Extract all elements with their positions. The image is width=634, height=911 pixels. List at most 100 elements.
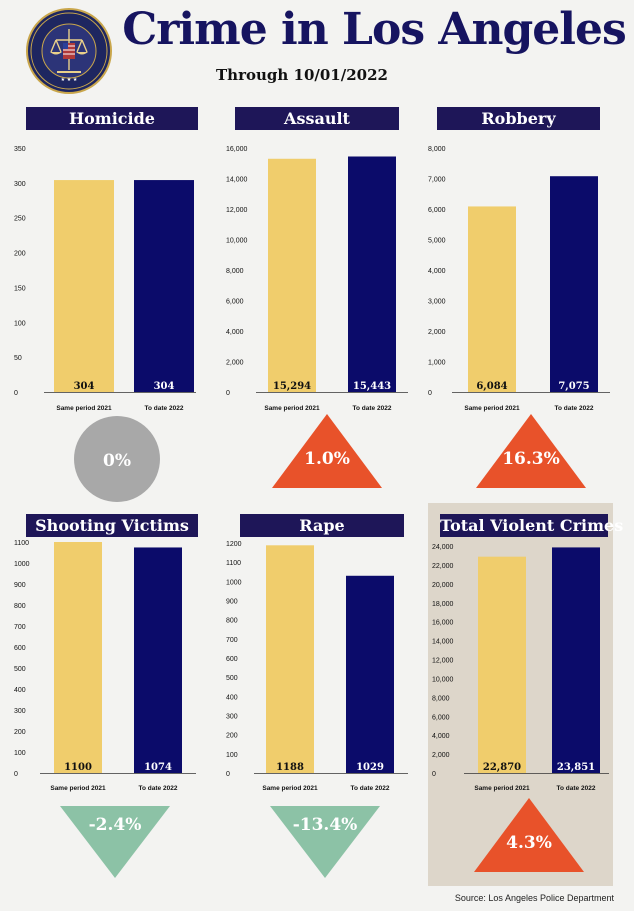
bar-value-label: 1074 (144, 762, 172, 773)
y-tick-label: 300 (226, 714, 238, 721)
y-tick-label: 100 (14, 320, 26, 327)
y-tick-label: 200 (14, 251, 26, 258)
lapd-seal-logo: ★ ★ ★ (26, 8, 112, 94)
change-svg-shooting-victims: -2.4% (60, 806, 170, 878)
x-category-label: To date 2022 (145, 405, 184, 412)
y-tick-label: 1200 (226, 541, 242, 548)
y-tick-label: 8,000 (226, 268, 244, 275)
y-tick-label: 8,000 (428, 146, 446, 153)
bar-same-period-2021 (54, 542, 102, 773)
y-tick-label: 4,000 (226, 329, 244, 336)
chart-svg-assault: 0 2,000 4,000 6,000 8,000 10,000 12,000 14,000 1… (226, 146, 408, 412)
y-tick-label: 4,000 (428, 268, 446, 275)
y-tick-label: 0 (226, 390, 230, 397)
bar-value-label: 1100 (64, 762, 92, 773)
x-category-label: To date 2022 (353, 405, 392, 412)
bar-same-period-2021 (268, 158, 316, 392)
change-svg-assault: 1.0% (272, 414, 382, 488)
y-tick-label: 18,000 (432, 601, 454, 608)
panel-title-rape: Rape (240, 514, 404, 537)
bar-to-date-2022 (134, 180, 194, 392)
y-tick-label: 6,000 (432, 714, 450, 721)
panel-title-robbery: Robbery (437, 107, 600, 130)
chart-homicide: 0 50 100 150 200 250 300 350 304 Same period 2021… (10, 140, 200, 415)
change-svg-total-violent-crimes: 4.3% (474, 798, 584, 872)
bar-to-date-2022 (346, 575, 394, 773)
x-category-label: To date 2022 (557, 785, 596, 792)
chart-svg-robbery: 0 1,000 2,000 3,000 4,000 5,000 6,000 7,000 8,00… (428, 146, 610, 412)
y-tick-label: 1000 (14, 561, 30, 568)
y-tick-label: 0 (432, 771, 436, 778)
bar-value-label: 1029 (356, 762, 384, 773)
change-badge-assault: 1.0% (270, 412, 384, 490)
y-tick-label: 600 (226, 656, 238, 663)
y-tick-label: 5,000 (428, 238, 446, 245)
y-tick-label: 0 (428, 390, 432, 397)
y-tick-label: 500 (14, 666, 26, 673)
y-tick-label: 2,000 (432, 752, 450, 759)
decrease-triangle-icon (270, 806, 380, 878)
y-tick-label: 600 (14, 645, 26, 652)
y-tick-label: 250 (14, 216, 26, 223)
chart-svg-shooting-victims: 0 100 200 300 400 500 600 700 800 900 1000 1100 1100… (14, 540, 196, 792)
y-tick-label: 8,000 (432, 695, 450, 702)
y-tick-label: 14,000 (226, 177, 248, 184)
y-tick-label: 12,000 (226, 207, 248, 214)
source-credit: Source: Los Angeles Police Department (454, 893, 614, 903)
chart-svg-total-violent-crimes: 0 2,000 4,000 6,000 8,000 10,000 12,000 14,000 1… (432, 544, 609, 792)
y-tick-label: 2,000 (226, 360, 244, 367)
y-tick-label: 300 (14, 708, 26, 715)
y-tick-label: 500 (226, 675, 238, 682)
y-tick-label: 20,000 (432, 582, 454, 589)
panel-title-assault: Assault (235, 107, 399, 130)
chart-assault: 0 2,000 4,000 6,000 8,000 10,000 12,000 14,000 1… (222, 140, 412, 415)
chart-rape: 0 100 200 300 400 500 600 700 800 900 1000 1100 1200… (222, 536, 412, 792)
x-category-label: Same period 2021 (50, 785, 106, 792)
y-tick-label: 0 (14, 390, 18, 397)
y-tick-label: 400 (226, 694, 238, 701)
increase-triangle-icon (272, 414, 382, 488)
y-tick-label: 1,000 (428, 360, 446, 367)
y-tick-label: 6,000 (428, 207, 446, 214)
x-category-label: To date 2022 (139, 785, 178, 792)
x-category-label: Same period 2021 (56, 405, 112, 412)
bar-same-period-2021 (478, 556, 526, 773)
y-tick-label: 7,000 (428, 177, 446, 184)
change-svg-rape: -13.4% (270, 806, 380, 878)
bar-value-label: 6,084 (476, 381, 507, 392)
change-svg-robbery: 16.3% (476, 414, 586, 488)
change-percent-label: 1.0% (304, 449, 350, 469)
y-tick-label: 700 (226, 637, 238, 644)
bar-to-date-2022 (552, 547, 600, 773)
bar-value-label: 304 (154, 381, 175, 392)
y-tick-label: 2,000 (428, 329, 446, 336)
change-badge-shooting-victims: -2.4% (58, 804, 172, 880)
x-category-label: Same period 2021 (264, 405, 320, 412)
y-tick-label: 16,000 (432, 620, 454, 627)
change-percent-label: -13.4% (293, 815, 358, 835)
y-tick-label: 0 (226, 771, 230, 778)
chart-svg-homicide: 0 50 100 150 200 250 300 350 304 Same period 2021… (14, 146, 196, 412)
bar-value-label: 304 (74, 381, 95, 392)
bar-same-period-2021 (266, 545, 314, 773)
chart-svg-rape: 0 100 200 300 400 500 600 700 800 900 1000 1100 1200… (226, 541, 408, 792)
change-percent-label: -2.4% (89, 815, 142, 835)
seal-icon: ★ ★ ★ (30, 12, 108, 90)
header: ★ ★ ★ Crime in Los Angeles Through 10/01… (0, 0, 634, 100)
bar-value-label: 15,294 (273, 381, 311, 392)
bar-to-date-2022 (348, 156, 396, 392)
change-badge-homicide: 0% (72, 414, 162, 504)
x-category-label: Same period 2021 (464, 405, 520, 412)
y-tick-label: 14,000 (432, 639, 454, 646)
y-tick-label: 22,000 (432, 563, 454, 570)
y-tick-label: 100 (14, 750, 26, 757)
y-tick-label: 24,000 (432, 544, 454, 551)
page-subtitle: Through 10/01/2022 (216, 66, 388, 84)
y-tick-label: 16,000 (226, 146, 248, 153)
y-tick-label: 300 (14, 181, 26, 188)
bar-value-label: 1188 (276, 762, 304, 773)
panel-title-homicide: Homicide (26, 107, 198, 130)
bar-to-date-2022 (134, 547, 182, 773)
y-tick-label: 200 (226, 733, 238, 740)
y-tick-label: 4,000 (432, 733, 450, 740)
